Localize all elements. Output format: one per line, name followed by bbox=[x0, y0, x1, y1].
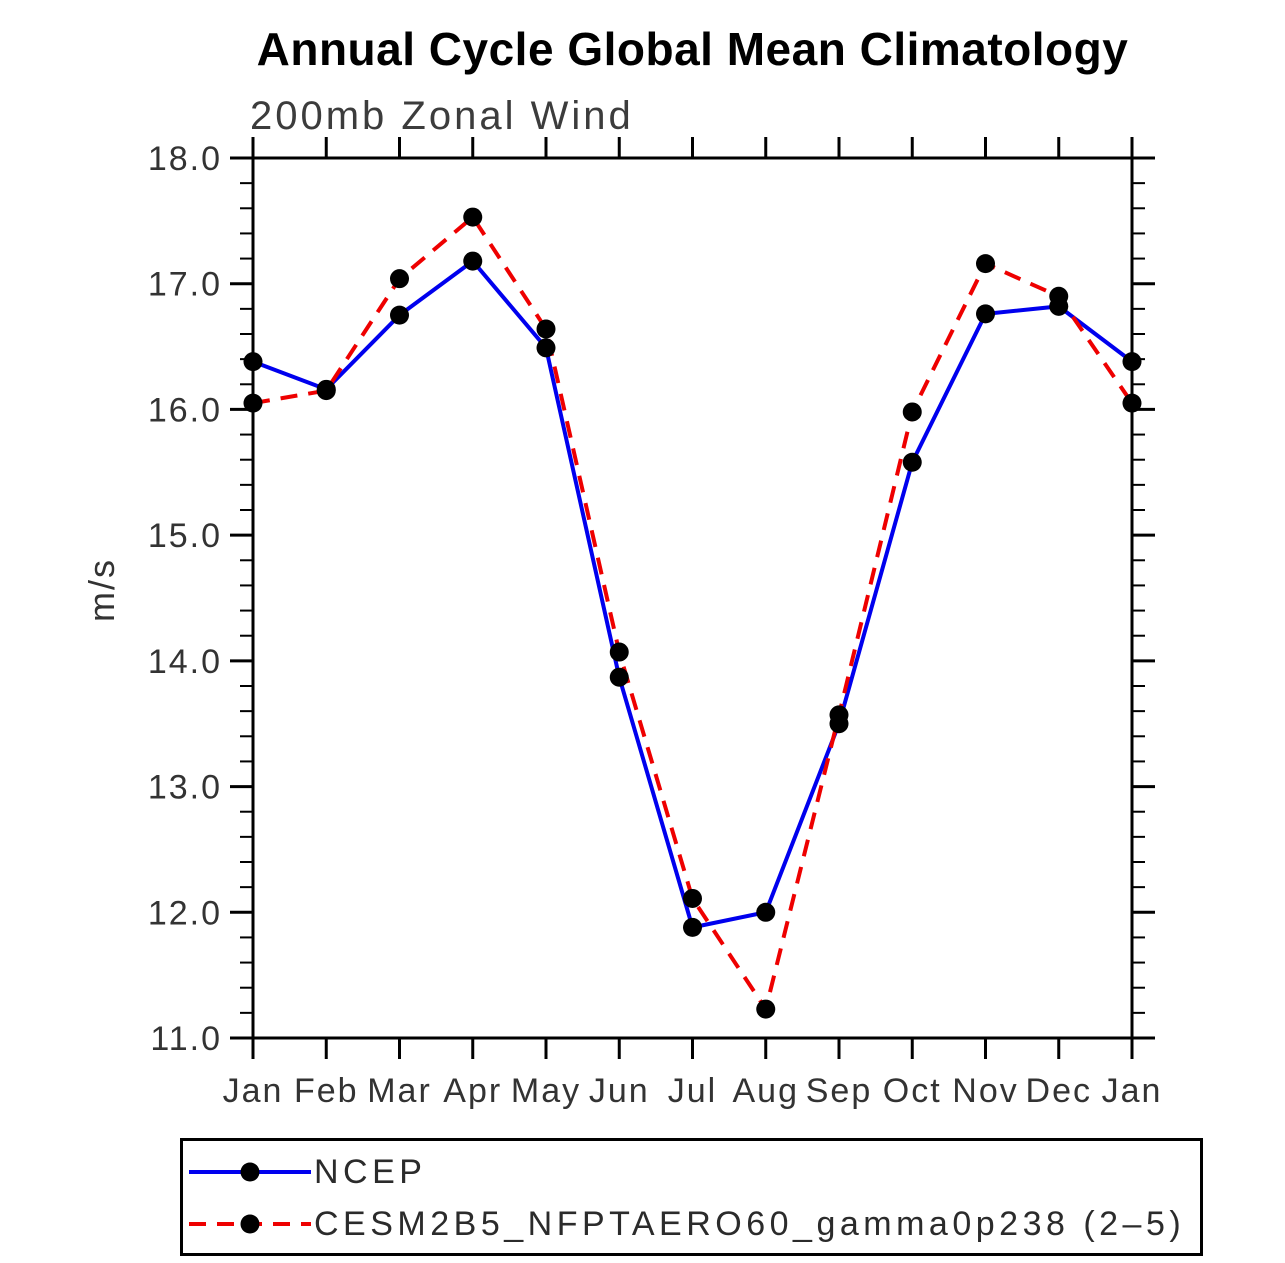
y-axis-labels: 11.0 12.0 13.0 14.0 15.0 16.0 17.0 18.0 bbox=[148, 140, 222, 1058]
x-tick-label: Mar bbox=[367, 1072, 432, 1110]
data-point-marker bbox=[316, 381, 336, 401]
x-tick-label: Feb bbox=[294, 1072, 359, 1110]
x-axis-labels: Jan Feb Mar Apr May Jun Jul Aug Sep Oct Nov Dec Jan bbox=[223, 1072, 1163, 1110]
y-tick-label: 17.0 bbox=[148, 266, 222, 304]
x-tick-label: May bbox=[511, 1072, 581, 1110]
data-point-marker bbox=[756, 999, 776, 1019]
chart-subtitle: 200mb Zonal Wind bbox=[250, 94, 634, 138]
data-point-marker bbox=[902, 452, 922, 472]
y-tick-label: 16.0 bbox=[148, 391, 222, 429]
data-point-marker bbox=[243, 393, 263, 413]
x-axis-ticks bbox=[251, 137, 1134, 1059]
y-axis-minor-ticks bbox=[240, 182, 1145, 1014]
ncep-line-sample-icon bbox=[189, 1162, 311, 1182]
x-tick-label: Jun bbox=[589, 1072, 650, 1110]
y-tick-label: 13.0 bbox=[148, 769, 222, 807]
series-markers-ncep bbox=[243, 251, 1142, 937]
data-point-marker bbox=[390, 305, 409, 325]
data-point-marker bbox=[902, 402, 922, 422]
data-point-marker bbox=[609, 667, 629, 687]
data-point-marker bbox=[683, 917, 702, 937]
data-point-marker bbox=[463, 207, 483, 227]
x-tick-label: Jul bbox=[668, 1072, 717, 1110]
y-tick-label: 18.0 bbox=[148, 140, 222, 178]
data-point-marker bbox=[1049, 286, 1069, 306]
legend-item-ncep: NCEP bbox=[187, 1152, 427, 1191]
y-tick-label: 14.0 bbox=[148, 643, 222, 681]
x-tick-label: Apr bbox=[443, 1072, 502, 1110]
y-axis-major-ticks bbox=[230, 156, 1155, 1040]
y-tick-label: 12.0 bbox=[148, 894, 222, 932]
data-point-marker bbox=[463, 251, 483, 271]
series-markers-cesm bbox=[243, 207, 1142, 1019]
y-tick-label: 15.0 bbox=[148, 517, 222, 555]
x-tick-label: Nov bbox=[952, 1072, 1018, 1110]
data-point-marker bbox=[243, 352, 263, 372]
data-point-marker bbox=[829, 705, 849, 725]
data-point-marker bbox=[609, 642, 629, 662]
data-point-marker bbox=[976, 254, 995, 274]
series-line-ncep bbox=[252, 258, 1134, 930]
data-point-marker bbox=[756, 902, 776, 922]
data-point-marker bbox=[1122, 393, 1142, 413]
data-point-marker bbox=[976, 304, 995, 324]
x-tick-label: Aug bbox=[733, 1072, 800, 1110]
x-tick-label: Dec bbox=[1026, 1072, 1092, 1110]
legend-label-cesm: CESM2B5_NFPTAERO60_gamma0p238 (2–5) bbox=[314, 1204, 1186, 1243]
legend-label-ncep: NCEP bbox=[314, 1152, 427, 1191]
data-point-marker bbox=[390, 269, 409, 289]
data-point-marker bbox=[1122, 352, 1142, 372]
data-point-marker bbox=[536, 319, 556, 339]
cesm-dashed-line-sample-icon bbox=[189, 1214, 311, 1234]
legend: NCEP CESM2B5_NFPTAERO60_gamma0p238 (2–5) bbox=[180, 1138, 1203, 1256]
x-tick-label: Sep bbox=[806, 1072, 873, 1110]
chart-title: Annual Cycle Global Mean Climatology bbox=[256, 23, 1129, 75]
x-tick-label: Jan bbox=[1102, 1072, 1163, 1110]
x-tick-label: Oct bbox=[883, 1072, 942, 1110]
x-tick-label: Jan bbox=[223, 1072, 284, 1110]
legend-item-cesm: CESM2B5_NFPTAERO60_gamma0p238 (2–5) bbox=[187, 1204, 1186, 1243]
data-point-marker bbox=[683, 888, 702, 908]
data-point-marker bbox=[536, 338, 556, 358]
y-tick-label: 11.0 bbox=[150, 1020, 222, 1058]
